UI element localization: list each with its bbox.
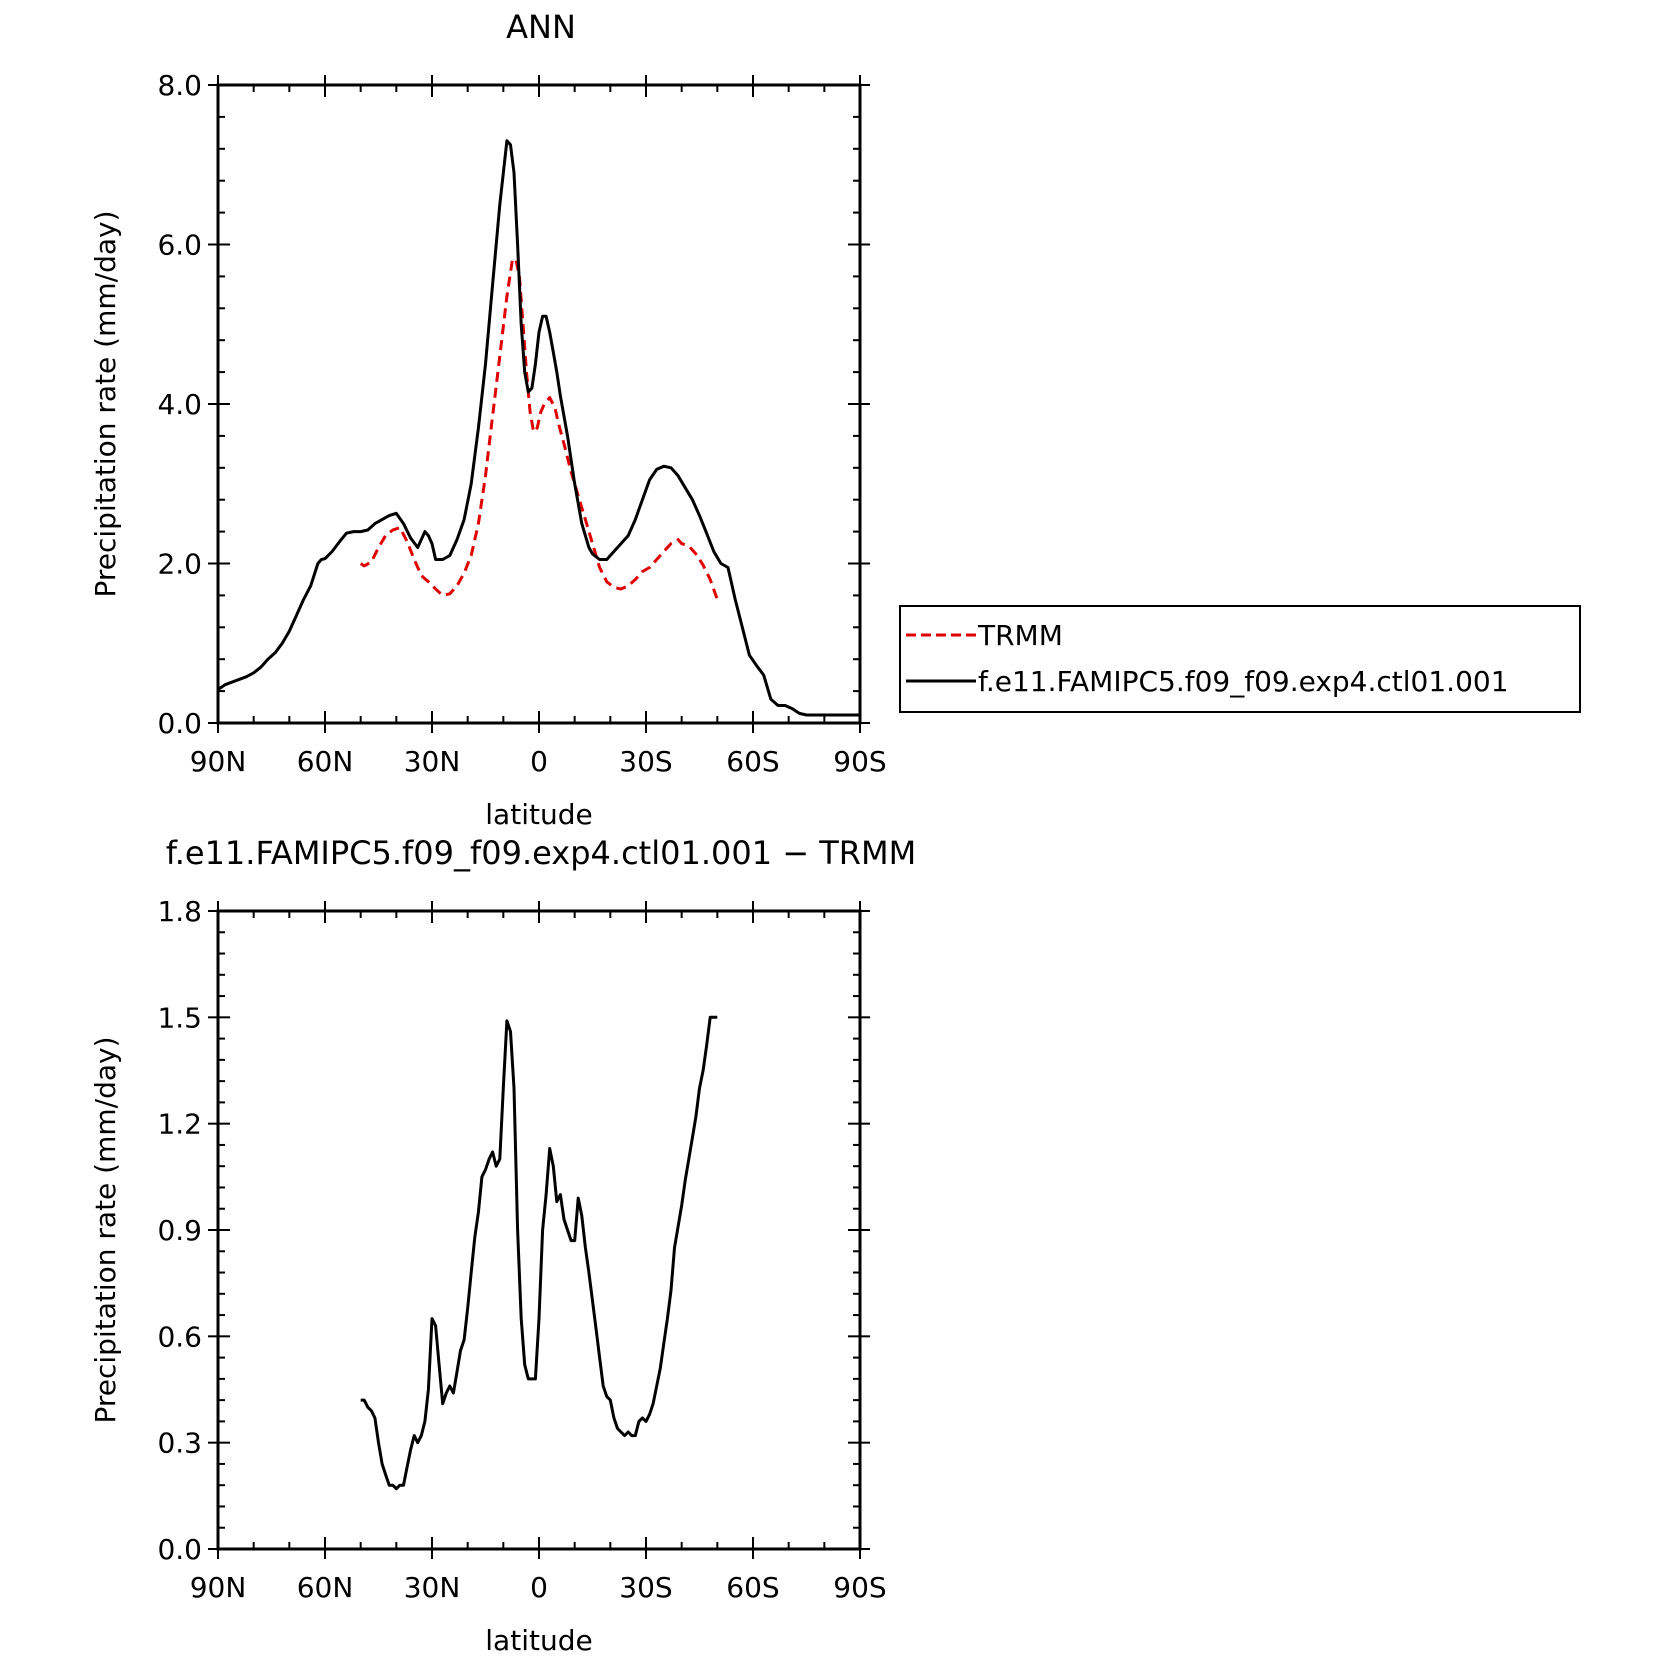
- y-tick-labels: 0.0 0.3 0.6 0.9 1.2 1.5 1.8: [157, 895, 202, 1566]
- series-line-difference: [360, 1015, 718, 1491]
- y-tick-label: 1.5: [157, 1001, 202, 1034]
- series-line-f-e11-famipc5-f09-f09-exp4-ctl01-001: [217, 139, 860, 717]
- x-tick-label: 30N: [404, 745, 461, 778]
- plot-frame: [216, 83, 862, 725]
- tick-marks: [208, 75, 870, 733]
- x-tick-label: 90N: [190, 745, 247, 778]
- legend-box: [899, 605, 1581, 713]
- x-tick-label: 90N: [190, 1571, 247, 1604]
- plot-frame: [216, 909, 862, 1551]
- x-tick-label: 60S: [726, 1571, 779, 1604]
- y-tick-label: 0.3: [157, 1427, 202, 1460]
- y-tick-label: 6.0: [157, 229, 202, 262]
- y-tick-label: 2.0: [157, 548, 202, 581]
- y-tick-label: 8.0: [157, 69, 202, 102]
- y-tick-labels: 0.0 2.0 4.0 6.0 8.0: [157, 69, 202, 740]
- series-lines: [217, 139, 860, 717]
- x-tick-labels: 90N 60N 30N 0 30S 60S 90S: [190, 745, 887, 778]
- x-tick-labels: 90N 60N 30N 0 30S 60S 90S: [190, 1571, 887, 1604]
- x-tick-label: 60S: [726, 745, 779, 778]
- y-tick-label: 4.0: [157, 388, 202, 421]
- legend-label-trmm: TRMM: [977, 619, 1063, 652]
- x-axis-label: latitude: [485, 798, 592, 831]
- y-axis-label: Precipitation rate (mm/day): [89, 210, 122, 597]
- series-lines: [360, 1015, 718, 1491]
- x-tick-label: 60N: [297, 1571, 354, 1604]
- x-tick-label: 90S: [833, 745, 886, 778]
- y-axis-label: Precipitation rate (mm/day): [89, 1036, 122, 1423]
- y-tick-label: 0.0: [157, 1533, 202, 1566]
- x-tick-label: 30N: [404, 1571, 461, 1604]
- x-tick-label: 30S: [619, 745, 672, 778]
- y-tick-label: 0.6: [157, 1320, 202, 1353]
- legend: TRMM f.e11.FAMIPC5.f09_f09.exp4.ctl01.00…: [899, 605, 1581, 713]
- x-tick-label: 60N: [297, 745, 354, 778]
- x-tick-label: 90S: [833, 1571, 886, 1604]
- series-line-trmm: [359, 257, 719, 600]
- x-tick-label: 0: [530, 745, 548, 778]
- y-tick-label: 0.0: [157, 707, 202, 740]
- chart-title: ANN: [506, 8, 576, 46]
- tick-marks: [208, 901, 870, 1559]
- x-tick-label: 30S: [619, 1571, 672, 1604]
- y-tick-label: 1.8: [157, 895, 202, 928]
- difference-chart: f.e11.FAMIPC5.f09_f09.exp4.ctl01.001 − T…: [89, 834, 916, 1657]
- chart-title: f.e11.FAMIPC5.f09_f09.exp4.ctl01.001 − T…: [166, 834, 916, 872]
- x-axis-label: latitude: [485, 1624, 592, 1657]
- precipitation-chart: ANN 0.02.04.06.08.0 90N 60N 30N 0 30S 60S 90S …: [89, 8, 887, 831]
- y-tick-label: 0.9: [157, 1214, 202, 1247]
- legend-label-model: f.e11.FAMIPC5.f09_f09.exp4.ctl01.001: [978, 665, 1509, 698]
- x-tick-label: 0: [530, 1571, 548, 1604]
- y-tick-label: 1.2: [157, 1108, 202, 1141]
